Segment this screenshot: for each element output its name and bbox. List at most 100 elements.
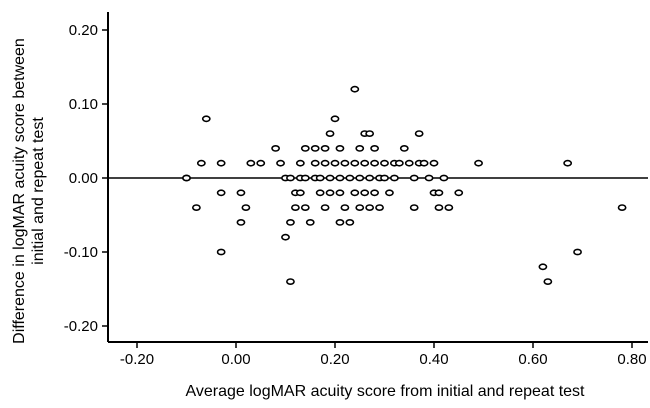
x-tick-label: 0.60 bbox=[518, 351, 547, 368]
data-point bbox=[271, 144, 280, 152]
axes-layer: -0.20 -0.10 0.00 0.10 0.20 -0.20 0.00 0.20 0.40 0… bbox=[64, 12, 648, 368]
data-point bbox=[315, 189, 325, 197]
data-point bbox=[444, 204, 454, 211]
data-point bbox=[385, 189, 394, 197]
data-point bbox=[345, 174, 355, 182]
data-point bbox=[256, 159, 266, 167]
data-point bbox=[380, 174, 389, 182]
data-point bbox=[335, 218, 345, 226]
y-tick-label: 0.00 bbox=[69, 170, 98, 187]
data-point bbox=[335, 189, 345, 197]
y-tick-label: -0.10 bbox=[64, 244, 98, 261]
data-point bbox=[409, 174, 419, 182]
data-point bbox=[315, 174, 325, 182]
x-tick-label: 0.40 bbox=[419, 351, 448, 368]
data-point bbox=[399, 144, 409, 152]
data-point bbox=[617, 204, 627, 211]
data-point bbox=[370, 159, 379, 167]
y-tick-label: 0.10 bbox=[69, 96, 98, 113]
data-point bbox=[454, 189, 464, 197]
data-point bbox=[216, 189, 226, 197]
data-point bbox=[345, 218, 355, 226]
x-tick-label: 0.80 bbox=[617, 351, 646, 368]
data-point bbox=[409, 204, 419, 211]
data-point bbox=[439, 174, 449, 182]
x-axis-label: Average logMAR acuity score from initial… bbox=[185, 383, 585, 400]
data-point bbox=[360, 189, 370, 197]
data-point bbox=[360, 159, 370, 167]
data-point bbox=[355, 174, 365, 182]
data-point bbox=[350, 189, 360, 197]
data-point bbox=[340, 159, 350, 167]
data-point bbox=[325, 174, 335, 182]
y-tick-label: 0.20 bbox=[69, 22, 98, 39]
data-point bbox=[419, 159, 429, 167]
data-point bbox=[305, 218, 315, 226]
data-point bbox=[330, 115, 340, 123]
data-point bbox=[320, 159, 330, 167]
data-point bbox=[241, 204, 251, 211]
data-point bbox=[330, 159, 340, 167]
data-point bbox=[355, 144, 365, 152]
data-point bbox=[286, 174, 295, 182]
data-point bbox=[434, 204, 444, 211]
data-point bbox=[310, 159, 320, 167]
data-point bbox=[320, 144, 330, 152]
y-tick-label: -0.20 bbox=[64, 318, 98, 335]
data-point bbox=[335, 144, 345, 152]
x-tick-label: 0.00 bbox=[221, 351, 250, 368]
data-point bbox=[424, 174, 434, 182]
data-point bbox=[335, 174, 345, 182]
data-point bbox=[573, 248, 582, 256]
data-point bbox=[300, 204, 310, 211]
data-point bbox=[310, 144, 320, 152]
data-point bbox=[286, 278, 295, 285]
data-point bbox=[370, 144, 379, 152]
x-tick-label: 0.20 bbox=[320, 351, 349, 368]
data-point bbox=[320, 204, 330, 211]
data-point bbox=[236, 189, 246, 197]
data-point bbox=[429, 159, 439, 167]
data-point bbox=[350, 159, 360, 167]
data-point bbox=[246, 159, 256, 167]
data-point bbox=[355, 204, 365, 211]
data-point bbox=[365, 204, 375, 211]
data-point bbox=[191, 204, 201, 211]
data-point bbox=[375, 204, 384, 211]
data-point bbox=[276, 159, 285, 167]
data-point bbox=[474, 159, 483, 167]
data-point bbox=[216, 248, 226, 256]
data-point bbox=[434, 189, 444, 197]
y-axis-label-line2: initial and repeat test bbox=[30, 117, 47, 265]
data-point bbox=[543, 278, 553, 285]
data-point bbox=[201, 115, 211, 123]
data-point bbox=[563, 159, 573, 167]
data-point bbox=[325, 189, 335, 197]
data-point bbox=[370, 189, 379, 197]
data-point bbox=[394, 159, 404, 167]
data-point bbox=[182, 174, 191, 182]
data-point bbox=[414, 130, 424, 137]
data-point bbox=[300, 144, 310, 152]
data-point bbox=[196, 159, 206, 167]
data-point bbox=[350, 85, 360, 93]
data-point bbox=[216, 159, 226, 167]
data-point bbox=[295, 189, 305, 197]
data-point bbox=[236, 218, 246, 226]
data-point bbox=[365, 130, 375, 137]
data-point bbox=[325, 130, 335, 137]
data-point bbox=[538, 263, 548, 271]
data-point bbox=[286, 218, 295, 226]
data-point bbox=[290, 204, 300, 211]
y-axis-label-line1: Difference in logMAR acuity score betwee… bbox=[11, 38, 28, 344]
data-point bbox=[300, 174, 310, 182]
data-point bbox=[340, 204, 350, 211]
data-point bbox=[365, 174, 375, 182]
data-point bbox=[404, 159, 414, 167]
data-point bbox=[281, 233, 290, 241]
x-tick-label: -0.20 bbox=[120, 351, 154, 368]
data-point bbox=[380, 159, 389, 167]
data-point bbox=[295, 159, 305, 167]
